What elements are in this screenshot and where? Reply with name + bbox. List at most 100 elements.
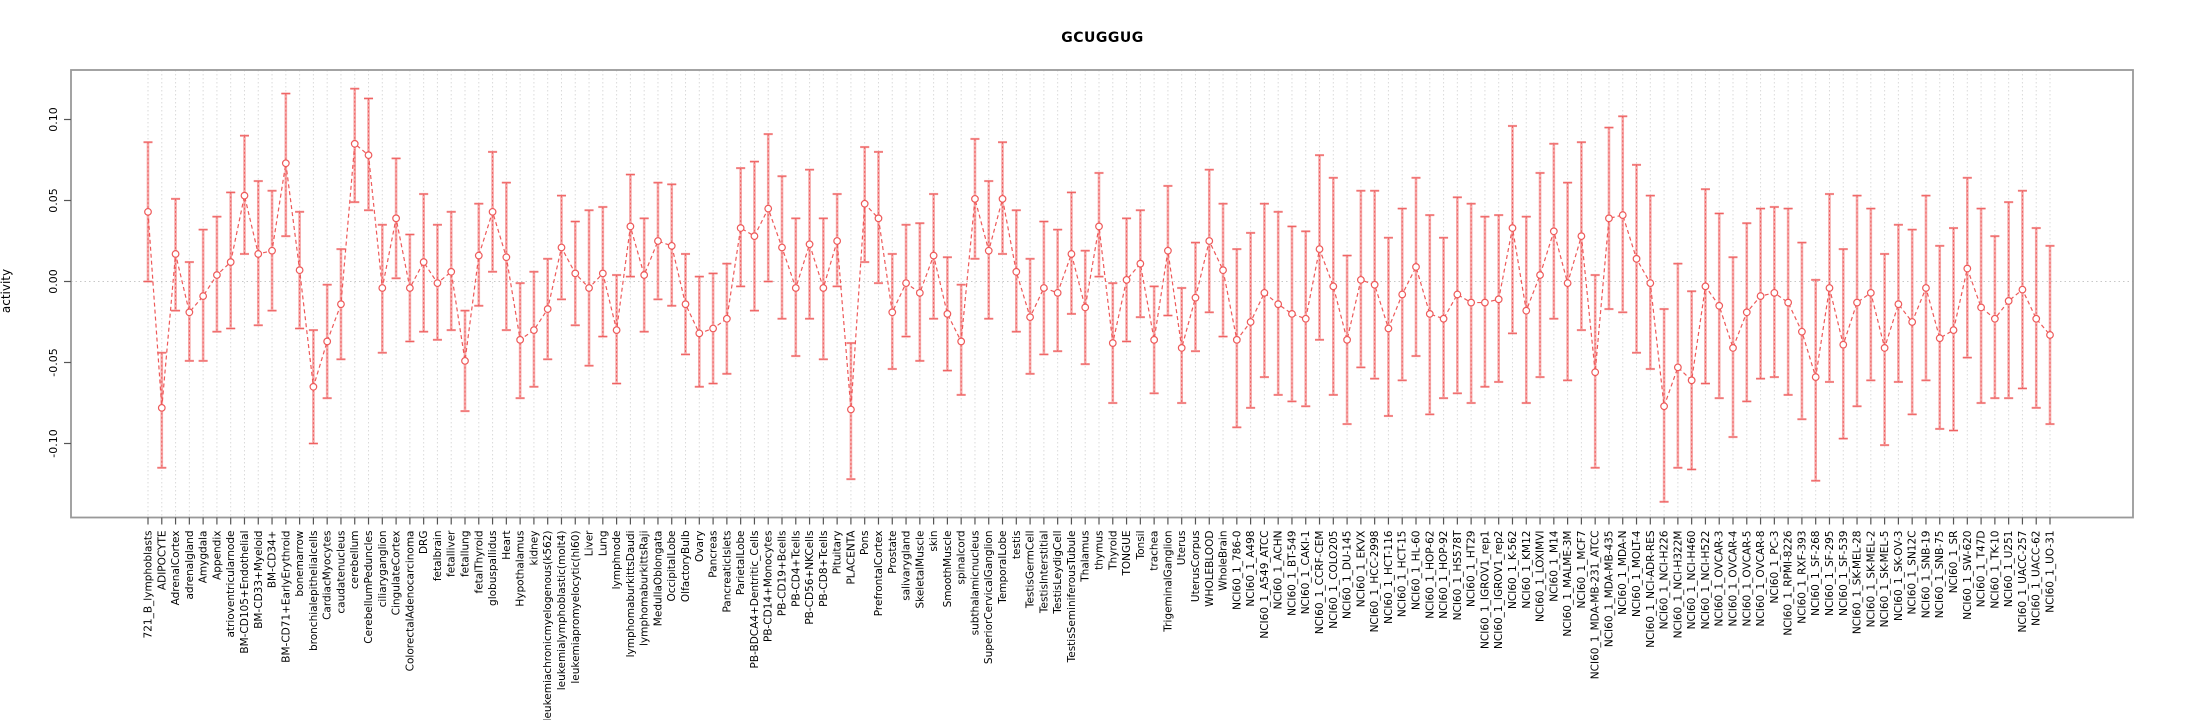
- data-point: [226, 258, 235, 266]
- x-category-label: Appendix: [211, 531, 223, 580]
- data-point: [1549, 227, 1558, 236]
- x-category-label: NCI60_1_OVCAR-8: [1755, 531, 1767, 627]
- x-category-label: NCI60_1_SK-OV-3: [1893, 531, 1905, 621]
- x-category-label: NCI60_1_MDA-N: [1617, 531, 1629, 615]
- data-point: [447, 267, 456, 276]
- x-category-label: TONGUE: [1121, 531, 1133, 577]
- x-category-label: kidney: [528, 531, 540, 566]
- x-category-label: globuspallidus: [487, 531, 499, 606]
- data-point: [2046, 331, 2054, 339]
- x-category-label: CingulateCortex: [391, 531, 403, 616]
- x-category-label: NCI60_1_MALME-3M: [1562, 531, 1574, 637]
- data-point: [268, 246, 276, 255]
- x-category-label: NCI60_1_KM12: [1521, 531, 1533, 609]
- x-category-label: TestisGermCell: [1025, 531, 1037, 610]
- data-point: [1605, 214, 1613, 223]
- x-category-label: NCI60_1_M14: [1548, 530, 1560, 602]
- x-category-label: CerebellumPeduncles: [363, 531, 375, 644]
- x-category-label: bonemarrow: [294, 530, 306, 597]
- data-point: [833, 237, 842, 245]
- x-category-label: PB-BDCA4+Dentritic_Cells: [749, 531, 761, 669]
- x-category-label: BM-CD33+Myeloid: [253, 531, 265, 629]
- data-point: [1136, 259, 1145, 268]
- data-point: [171, 250, 180, 258]
- x-category-label: MedullaOblongata: [652, 531, 664, 627]
- data-point: [1246, 318, 1255, 326]
- data-point: [309, 382, 318, 391]
- x-category-label: salivarygland: [901, 531, 913, 601]
- x-category-label: Ovary: [694, 531, 706, 562]
- data-point: [1108, 339, 1117, 347]
- x-category-label: fetalbrain: [432, 531, 444, 582]
- data-point: [1467, 298, 1476, 307]
- x-category-label: PB-CD56+NKCells: [804, 531, 816, 625]
- data-point: [1756, 292, 1765, 300]
- data-point: [1825, 284, 1834, 292]
- data-point: [1742, 308, 1751, 317]
- data-point: [1908, 318, 1917, 326]
- data-point: [2018, 285, 2027, 294]
- x-category-label: NCI60_1_SF-295: [1824, 531, 1836, 616]
- x-category-label: Thalamus: [1080, 531, 1092, 583]
- data-point: [971, 194, 979, 203]
- data-point: [888, 308, 897, 317]
- x-category-label: TestisLeydigCell: [1052, 531, 1064, 615]
- data-point: [654, 237, 662, 245]
- x-category-label: OlfactoryBulb: [680, 530, 692, 602]
- y-tick-label: 0.05: [47, 188, 60, 213]
- data-point: [1687, 376, 1696, 385]
- data-point: [1343, 335, 1351, 344]
- x-category-label: ciliaryganglion: [377, 531, 389, 608]
- data-point: [295, 266, 304, 275]
- x-category-label: ParietalLobe: [735, 531, 747, 596]
- data-point: [1784, 298, 1793, 307]
- x-category-label: NCI60_1_OVCAR-3: [1714, 531, 1726, 627]
- x-category-label: NCI60_1_K-562: [1507, 531, 1519, 609]
- data-point: [1398, 290, 1407, 299]
- x-category-label: NCI60_1_NCI-H322M: [1672, 531, 1684, 639]
- data-point: [571, 269, 580, 278]
- x-category-label: NCI60_1_UACC-62: [2031, 530, 2043, 625]
- data-point: [1935, 334, 1944, 343]
- x-category-label: NCI60_1_HCC-2998: [1369, 531, 1381, 633]
- data-point: [392, 214, 400, 223]
- data-point: [640, 271, 649, 279]
- data-point: [1026, 313, 1034, 322]
- x-category-label: PB-CD4+Tcells: [790, 531, 802, 607]
- data-point: [1853, 298, 1861, 307]
- x-category-label: NCI60_1_ACHN: [1273, 531, 1285, 610]
- data-point: [1370, 280, 1379, 289]
- data-point: [1591, 368, 1600, 377]
- x-category-label: lymphnode: [611, 531, 623, 590]
- data-point: [350, 139, 359, 148]
- data-point: [1301, 314, 1310, 323]
- x-category-label: NCI60_1_IGROV1_rep1: [1479, 531, 1491, 649]
- data-point: [1439, 314, 1448, 323]
- data-point: [915, 288, 924, 297]
- data-point: [667, 241, 676, 250]
- x-category-label: NCI60_1_DU-145: [1342, 531, 1354, 619]
- data-point: [364, 151, 373, 160]
- data-point: [819, 284, 828, 292]
- data-point: [1177, 344, 1186, 352]
- data-point: [1329, 282, 1338, 291]
- x-category-label: BM-CD34+: [267, 531, 279, 589]
- x-category-label: Pons: [859, 531, 871, 556]
- x-category-label: NCI60_1_HOP-92: [1438, 531, 1450, 619]
- x-category-label: leukemialymphoblastic(molt4): [556, 531, 568, 691]
- data-point: [433, 279, 442, 288]
- x-category-label: NCI60_1_CCRF-CEM: [1314, 531, 1326, 635]
- x-category-label: NCI60_1_NCI-H522: [1700, 531, 1712, 630]
- x-category-label: NCI60_1_HS578T: [1452, 530, 1464, 620]
- x-category-label: lymphomaburkittsDaudi: [625, 531, 637, 658]
- data-point: [1288, 310, 1296, 318]
- x-category-label: NCI60_1_OVCAR-5: [1741, 531, 1753, 627]
- x-category-label: NCI60_1_MDA-MB-231_ATCC: [1590, 531, 1602, 680]
- data-point: [1053, 288, 1062, 297]
- data-point: [1866, 288, 1875, 297]
- data-point: [240, 191, 249, 200]
- x-category-label: AdrenalCortex: [170, 531, 182, 606]
- x-category-label: NCI60_1_RPMI-8226: [1783, 530, 1795, 635]
- data-point: [2032, 314, 2041, 323]
- data-point: [337, 300, 345, 309]
